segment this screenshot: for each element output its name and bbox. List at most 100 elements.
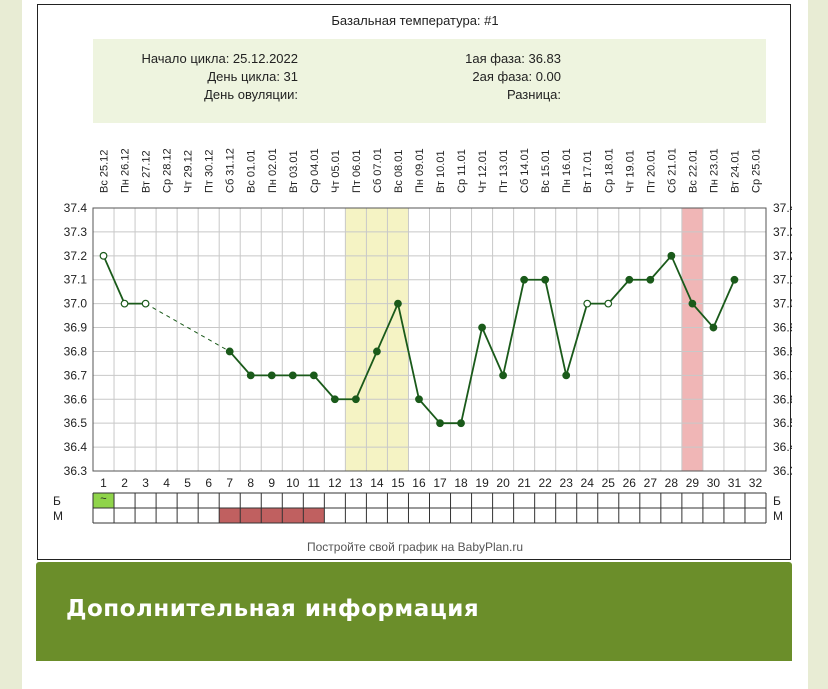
data-point	[646, 275, 655, 284]
series-segment	[565, 303, 589, 376]
date-label: Пн 23.01	[708, 148, 720, 193]
date-label: Пн 02.01	[267, 148, 279, 193]
b-mark-cell	[93, 493, 115, 508]
b-mark-symbol: ~	[100, 493, 106, 505]
y-tick-right: 37.3	[773, 225, 792, 239]
phase-bands	[345, 208, 703, 471]
series-segment	[376, 303, 399, 352]
date-label: Ср 11.01	[456, 149, 468, 193]
y-tick-left: 37.3	[64, 225, 88, 239]
y-tick-right: 36.7	[773, 368, 792, 382]
x-tick-label: 3	[142, 476, 149, 490]
chart-title: Базальная температура: #1	[331, 13, 498, 28]
data-point-open	[99, 251, 108, 260]
y-tick-right: 36.5	[773, 416, 792, 430]
date-label: Вт 24.01	[729, 150, 741, 193]
x-tick-label: 19	[475, 476, 489, 490]
date-label: Пт 13.01	[498, 149, 510, 193]
x-tick-labels: 1 2 3 4 5 6 7 8 9 10 11 12 13 14 15 16 17 18 19 20 21 22 23 24 2…	[100, 476, 762, 490]
data-point	[541, 275, 550, 284]
data-point	[499, 371, 508, 380]
x-tick-label: 23	[560, 476, 574, 490]
x-tick-label: 16	[412, 476, 426, 490]
x-tick-label: 9	[268, 476, 275, 490]
data-point	[520, 275, 529, 284]
footer-link[interactable]: Постройте свой график на BabyPlan.ru	[307, 540, 523, 554]
date-label: Вт 27.12	[141, 150, 153, 193]
series-segment	[460, 327, 483, 424]
series-segment	[418, 398, 441, 424]
x-tick-label: 13	[349, 476, 363, 490]
x-tick-label: 14	[370, 476, 384, 490]
x-tick-label: 11	[308, 476, 321, 490]
cycle-start: Начало цикла: 25.12.2022	[141, 51, 298, 66]
date-label: Чт 05.01	[330, 150, 342, 193]
difference: Разница:	[507, 87, 561, 102]
series-segment	[102, 255, 126, 304]
data-point-open	[604, 299, 613, 308]
date-label: Вт 10.01	[435, 150, 447, 193]
date-label: Вс 01.01	[246, 150, 258, 193]
y-tick-left: 36.4	[64, 440, 88, 454]
series-segment	[712, 279, 736, 328]
row-label-m: М	[53, 509, 63, 523]
additional-info-header[interactable]: Дополнительная информация	[36, 562, 792, 661]
y-tick-right: 36.4	[773, 440, 792, 454]
chart-svg: Базальная температура: #1 Начало цикла: …	[53, 13, 792, 554]
x-tick-label: 17	[433, 476, 447, 490]
x-tick-label: 7	[226, 476, 233, 490]
date-label: Ср 25.01	[750, 148, 762, 193]
x-tick-label: 29	[686, 476, 700, 490]
data-point	[351, 395, 360, 404]
series-segment	[502, 279, 526, 376]
data-point	[330, 395, 339, 404]
x-tick-label: 31	[728, 476, 742, 490]
x-tick-label: 12	[328, 476, 342, 490]
date-label: Чт 19.01	[624, 150, 636, 193]
y-tick-right: 37.0	[773, 297, 792, 311]
row-label-m-right: М	[773, 509, 783, 523]
additional-info-title: Дополнительная информация	[66, 596, 480, 622]
y-tick-right: 37.4	[773, 201, 792, 215]
series-segment	[544, 279, 568, 376]
x-tick-label: 15	[391, 476, 405, 490]
y-tick-right: 37.2	[773, 249, 792, 263]
date-label: Вс 25.12	[99, 150, 111, 193]
band-red	[681, 208, 703, 471]
data-point	[309, 371, 318, 380]
grid	[92, 207, 767, 472]
data-point	[457, 419, 465, 428]
data-point-open	[141, 299, 150, 308]
date-label: Вт 17.01	[582, 150, 594, 193]
y-tick-right: 36.6	[773, 392, 792, 406]
y-tick-left: 36.9	[64, 321, 88, 335]
x-tick-label: 10	[286, 476, 300, 490]
date-label: Ср 04.01	[309, 148, 321, 193]
bbt-chart: Базальная температура: #1 Начало цикла: …	[37, 4, 792, 560]
date-label: Вс 22.01	[687, 150, 699, 193]
phase1: 1ая фаза: 36.83	[465, 51, 561, 66]
data-point	[267, 371, 276, 380]
data-point	[436, 419, 444, 428]
series-segment	[397, 303, 420, 400]
series-segment	[607, 279, 630, 305]
date-label: Ср 28.12	[162, 148, 174, 193]
ovulation-day: День овуляции:	[204, 87, 298, 102]
temperature-series	[99, 251, 739, 428]
data-point	[246, 371, 255, 380]
data-point	[288, 371, 297, 380]
data-point	[225, 347, 234, 356]
date-label: Вс 15.01	[540, 150, 552, 193]
x-tick-label: 26	[623, 476, 637, 490]
series-segment	[649, 255, 673, 281]
x-tick-label: 28	[665, 476, 679, 490]
data-point-open	[120, 299, 129, 308]
date-label: Пт 20.01	[645, 149, 657, 193]
data-point	[373, 347, 381, 356]
series-segment	[691, 303, 715, 329]
date-label: Пн 26.12	[120, 148, 132, 193]
x-tick-label: 6	[205, 476, 212, 490]
y-tick-left: 37.2	[64, 249, 88, 263]
x-tick-label: 18	[454, 476, 468, 490]
x-tick-label: 1	[100, 476, 107, 490]
